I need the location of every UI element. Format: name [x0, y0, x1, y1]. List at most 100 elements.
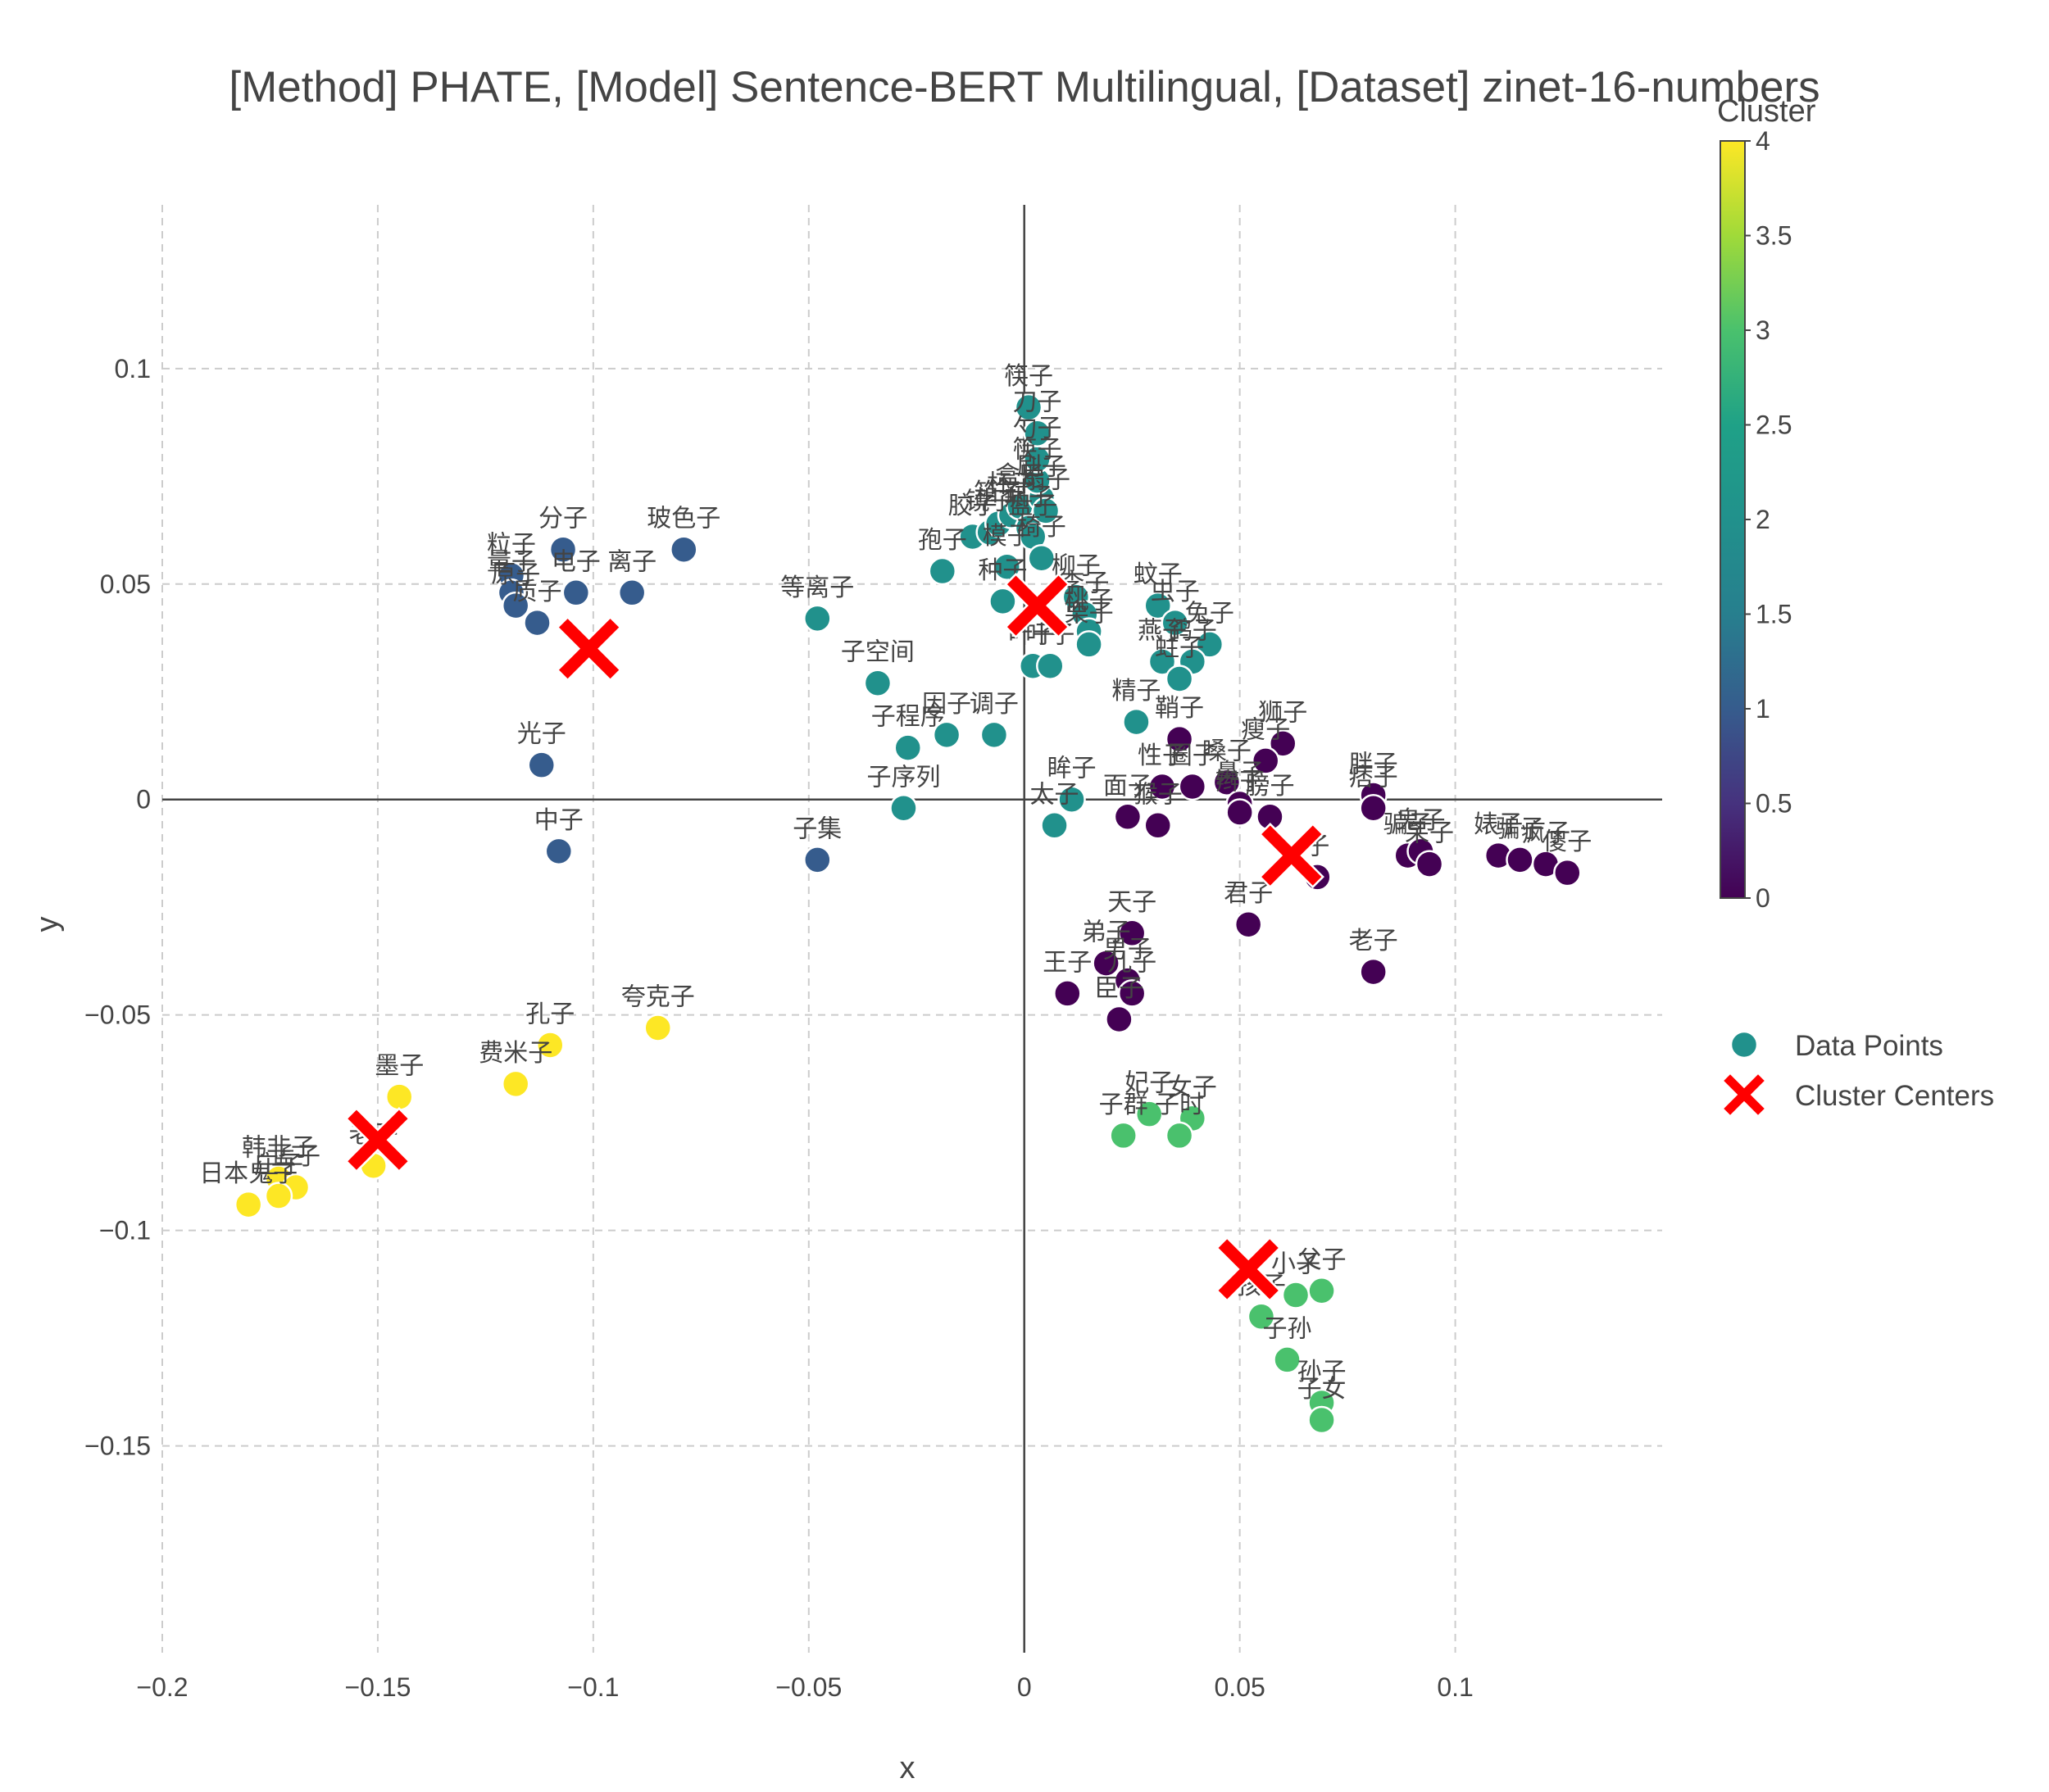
data-point: [1251, 746, 1280, 775]
cluster-center-stroke: [558, 619, 620, 679]
data-point: [544, 837, 574, 866]
data-point: [1074, 630, 1103, 659]
colorbar-tick-label: 1: [1756, 694, 1770, 724]
data-point: [384, 1082, 414, 1111]
data-point: [1506, 846, 1534, 874]
point-label: 父子: [1297, 1246, 1347, 1273]
point-label: 胶子: [948, 492, 997, 519]
data-point: [1027, 543, 1056, 573]
point-label: 瘦子: [1241, 716, 1290, 743]
point-label: 孙子: [1297, 1359, 1347, 1386]
colorbar-tick-label: 3: [1756, 315, 1770, 345]
point-label: 太子: [1030, 781, 1079, 808]
legend: Data Points Cluster Centers: [1724, 1030, 1994, 1115]
data-point: [1195, 630, 1224, 659]
point-label: 电子: [552, 548, 601, 575]
point-label: 孔子: [525, 1000, 575, 1028]
point-label: 盒子: [995, 462, 1044, 489]
colorbar-tick-label: 0.5: [1756, 789, 1792, 819]
data-point: [264, 1182, 293, 1210]
point-label: 杯子: [987, 471, 1036, 498]
point-label: 骗子: [1495, 815, 1544, 842]
point-label: 猴子: [1134, 781, 1183, 808]
point-label: 君子: [1224, 880, 1273, 907]
point-label: 膀子: [1245, 773, 1294, 800]
colorbar: Cluster 0 0.5 1 1.5 2 2.5 3 3.5 4: [1717, 94, 1816, 913]
point-label: 女子: [1168, 1074, 1217, 1101]
point-label: 扇子: [1021, 466, 1070, 493]
point-label: 鞘子: [1155, 695, 1204, 722]
data-point: [1117, 979, 1147, 1008]
point-label: 光子: [517, 721, 566, 748]
x-tick-label: 0.1: [1437, 1672, 1473, 1702]
point-label: 镜子: [965, 488, 1015, 515]
cluster-center-marker: [1215, 1236, 1282, 1303]
data-point: [234, 1190, 263, 1219]
legend-cluster-centers-label: Cluster Centers: [1795, 1080, 1994, 1112]
data-point: [1057, 785, 1086, 814]
point-label: 骗子: [1383, 811, 1433, 838]
data-point: [889, 794, 918, 823]
point-label: 儿子: [1107, 949, 1156, 976]
point-label: 粒子: [487, 531, 536, 558]
point-label: 模子: [983, 523, 1032, 550]
point-label: 辫子: [1215, 769, 1265, 796]
y-axis-title: y: [30, 917, 65, 932]
cluster-center-stroke: [1261, 825, 1322, 886]
data-point: [617, 578, 647, 607]
point-label: 狮子: [1258, 699, 1307, 726]
data-point: [1117, 919, 1147, 948]
y-tick-label: −0.15: [84, 1431, 151, 1461]
point-label: 桃子: [1065, 588, 1114, 615]
point-label: 夸克子: [621, 983, 695, 1010]
data-point: [1233, 910, 1263, 939]
cluster-center-marker: [344, 1107, 411, 1173]
data-point: [993, 552, 1021, 581]
point-label: 子程序: [871, 704, 945, 731]
data-point: [1415, 850, 1444, 878]
cluster-center-marker: [556, 615, 622, 682]
point-label: 男子: [1103, 937, 1152, 964]
data-point: [1014, 392, 1043, 422]
point-label: 圈子: [1168, 742, 1217, 769]
point-label: 箱子: [974, 479, 1023, 506]
point-label: 孟子: [271, 1143, 320, 1170]
colorbar-ticks: 0 0.5 1 1.5 2 2.5 3 3.5 4: [1745, 126, 1792, 913]
point-label: 呆子: [1405, 820, 1454, 847]
x-tick-label: −0.15: [344, 1672, 411, 1702]
point-label: 老子: [1349, 928, 1398, 955]
point-label: 性子: [1138, 742, 1187, 769]
colorbar-tick-label: 2.5: [1756, 411, 1792, 440]
point-label: 婊子: [1474, 811, 1523, 838]
point-label: 等离子: [780, 574, 854, 601]
data-point: [536, 1031, 565, 1059]
point-label: 子时: [1155, 1091, 1204, 1118]
data-point: [1147, 772, 1177, 801]
data-point: [1165, 724, 1194, 754]
data-point: [1281, 1281, 1311, 1309]
cluster-center-marker: [1004, 572, 1070, 639]
point-label: 勺子: [1013, 415, 1062, 442]
cluster-center-stroke: [348, 1109, 408, 1170]
data-point: [1225, 798, 1254, 827]
x-tick-label: −0.2: [136, 1672, 188, 1702]
point-label: 蛀子: [1155, 634, 1204, 661]
point-label: 韩非子: [242, 1135, 316, 1162]
y-tick-label: 0.1: [115, 354, 151, 383]
point-label: 虫子: [1151, 578, 1200, 606]
data-point: [1143, 591, 1172, 620]
data-point: [1053, 979, 1082, 1008]
point-label: 蚊子: [1134, 561, 1183, 588]
data-point: [1105, 1005, 1134, 1034]
point-label: 鬼子: [1397, 807, 1446, 834]
point-label: 鼻子: [1215, 760, 1265, 787]
colorbar-gradient: [1720, 140, 1746, 899]
point-label: 因子: [922, 691, 971, 718]
point-label: 刷子: [1017, 454, 1066, 481]
point-label: 中子: [534, 807, 584, 834]
point-label: 臣子: [1094, 975, 1143, 1002]
point-label: 质子: [513, 578, 562, 606]
point-label: 子集: [793, 815, 842, 842]
